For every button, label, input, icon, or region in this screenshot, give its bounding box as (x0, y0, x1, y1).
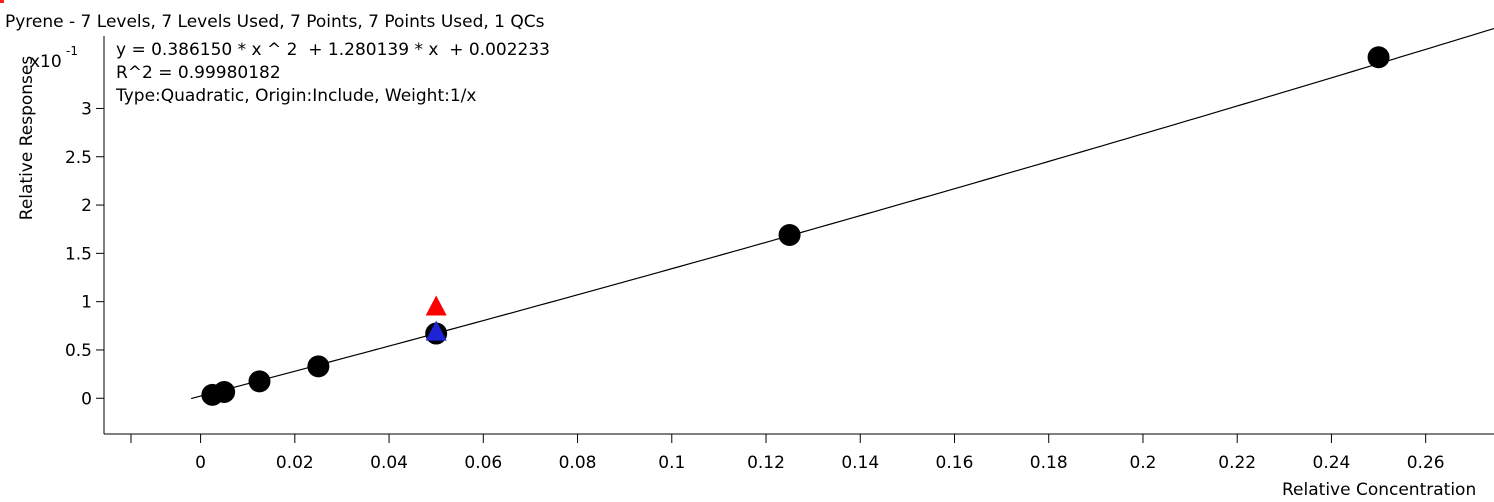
x-tick-label: 0.2 (1129, 453, 1156, 473)
r-squared-text: R^2 = 0.99980182 (116, 63, 281, 83)
x-tick-label: 0.14 (841, 453, 879, 473)
y-tick-label: 0.5 (65, 341, 92, 361)
y-multiplier-base: x10 (30, 52, 62, 72)
qc-point-triangle (425, 295, 447, 316)
x-tick-label: 0.06 (464, 453, 502, 473)
x-tick-label: 0.22 (1218, 453, 1256, 473)
y-tick-label: 3 (81, 99, 92, 119)
corner-indicator (0, 0, 4, 3)
fit-curve-layer (191, 27, 1494, 400)
y-axis-ticks: 0 0.5 1 1.5 2 2.5 3 (65, 99, 104, 409)
x-tick-label: 0.1 (658, 453, 685, 473)
fit-equation: y = 0.386150 * x ^ 2 + 1.280139 * x + 0.… (116, 40, 550, 60)
y-tick-label: 1 (81, 293, 92, 313)
y-multiplier-exponent: -1 (66, 44, 78, 58)
y-axis-label: Relative Responses (17, 56, 37, 221)
x-tick-label: 0.16 (936, 453, 974, 473)
calibration-point (778, 224, 801, 246)
x-tick-label: 0.24 (1313, 453, 1351, 473)
y-tick-label: 1.5 (65, 244, 92, 264)
x-tick-label: 0 (195, 453, 206, 473)
x-tick-label: 0.02 (276, 453, 314, 473)
x-tick-label: 0.18 (1030, 453, 1068, 473)
y-tick-label: 2.5 (65, 148, 92, 168)
y-tick-label: 0 (81, 389, 92, 409)
fit-type-text: Type:Quadratic, Origin:Include, Weight:1… (115, 86, 476, 106)
calibration-point (248, 370, 271, 393)
calibration-point (307, 355, 330, 378)
x-tick-label: 0.12 (747, 453, 785, 473)
y-tick-label: 2 (81, 196, 92, 216)
calibration-point (213, 380, 236, 403)
x-axis-ticks: 0 0.02 0.04 0.06 0.08 0.1 0.12 0.14 0.16 0.18 0.2 0… (130, 434, 1445, 473)
x-tick-label: 0.08 (559, 453, 597, 473)
chart-title: Pyrene - 7 Levels, 7 Levels Used, 7 Poin… (5, 12, 545, 32)
x-tick-label: 0.26 (1407, 453, 1445, 473)
calibration-point (1367, 46, 1390, 69)
data-points-layer (201, 46, 1390, 406)
qc-point-triangle (425, 320, 447, 341)
x-axis-label: Relative Concentration (1282, 480, 1476, 500)
fit-curve (191, 27, 1494, 400)
x-tick-label: 0.04 (370, 453, 408, 473)
